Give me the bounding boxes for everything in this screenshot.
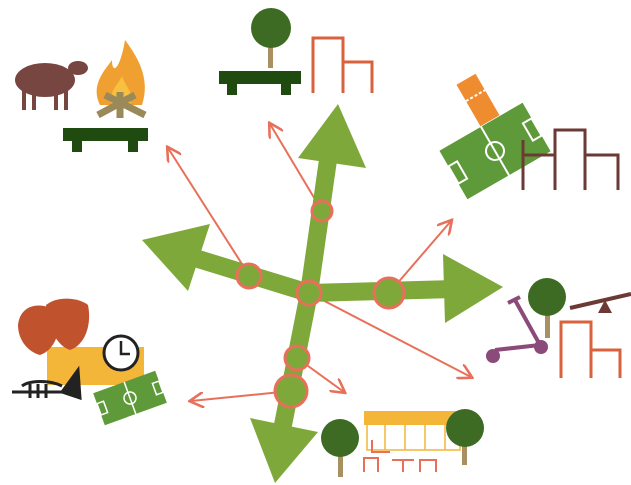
campfire bbox=[97, 40, 145, 118]
pull-up-bars bbox=[561, 322, 620, 378]
theater-masks bbox=[18, 299, 89, 355]
seesaw bbox=[570, 294, 631, 313]
illustration bbox=[0, 0, 631, 485]
tree bbox=[446, 409, 484, 465]
bench bbox=[63, 128, 148, 152]
scooter-wheel bbox=[486, 349, 500, 363]
scooter-wheel bbox=[534, 340, 548, 354]
bench bbox=[219, 71, 301, 95]
tree bbox=[321, 419, 359, 477]
page bbox=[0, 0, 631, 485]
ticket bbox=[456, 74, 499, 127]
pull-up-bars bbox=[313, 38, 372, 93]
sheep bbox=[15, 61, 88, 110]
clock bbox=[104, 336, 138, 370]
tree bbox=[251, 8, 291, 68]
